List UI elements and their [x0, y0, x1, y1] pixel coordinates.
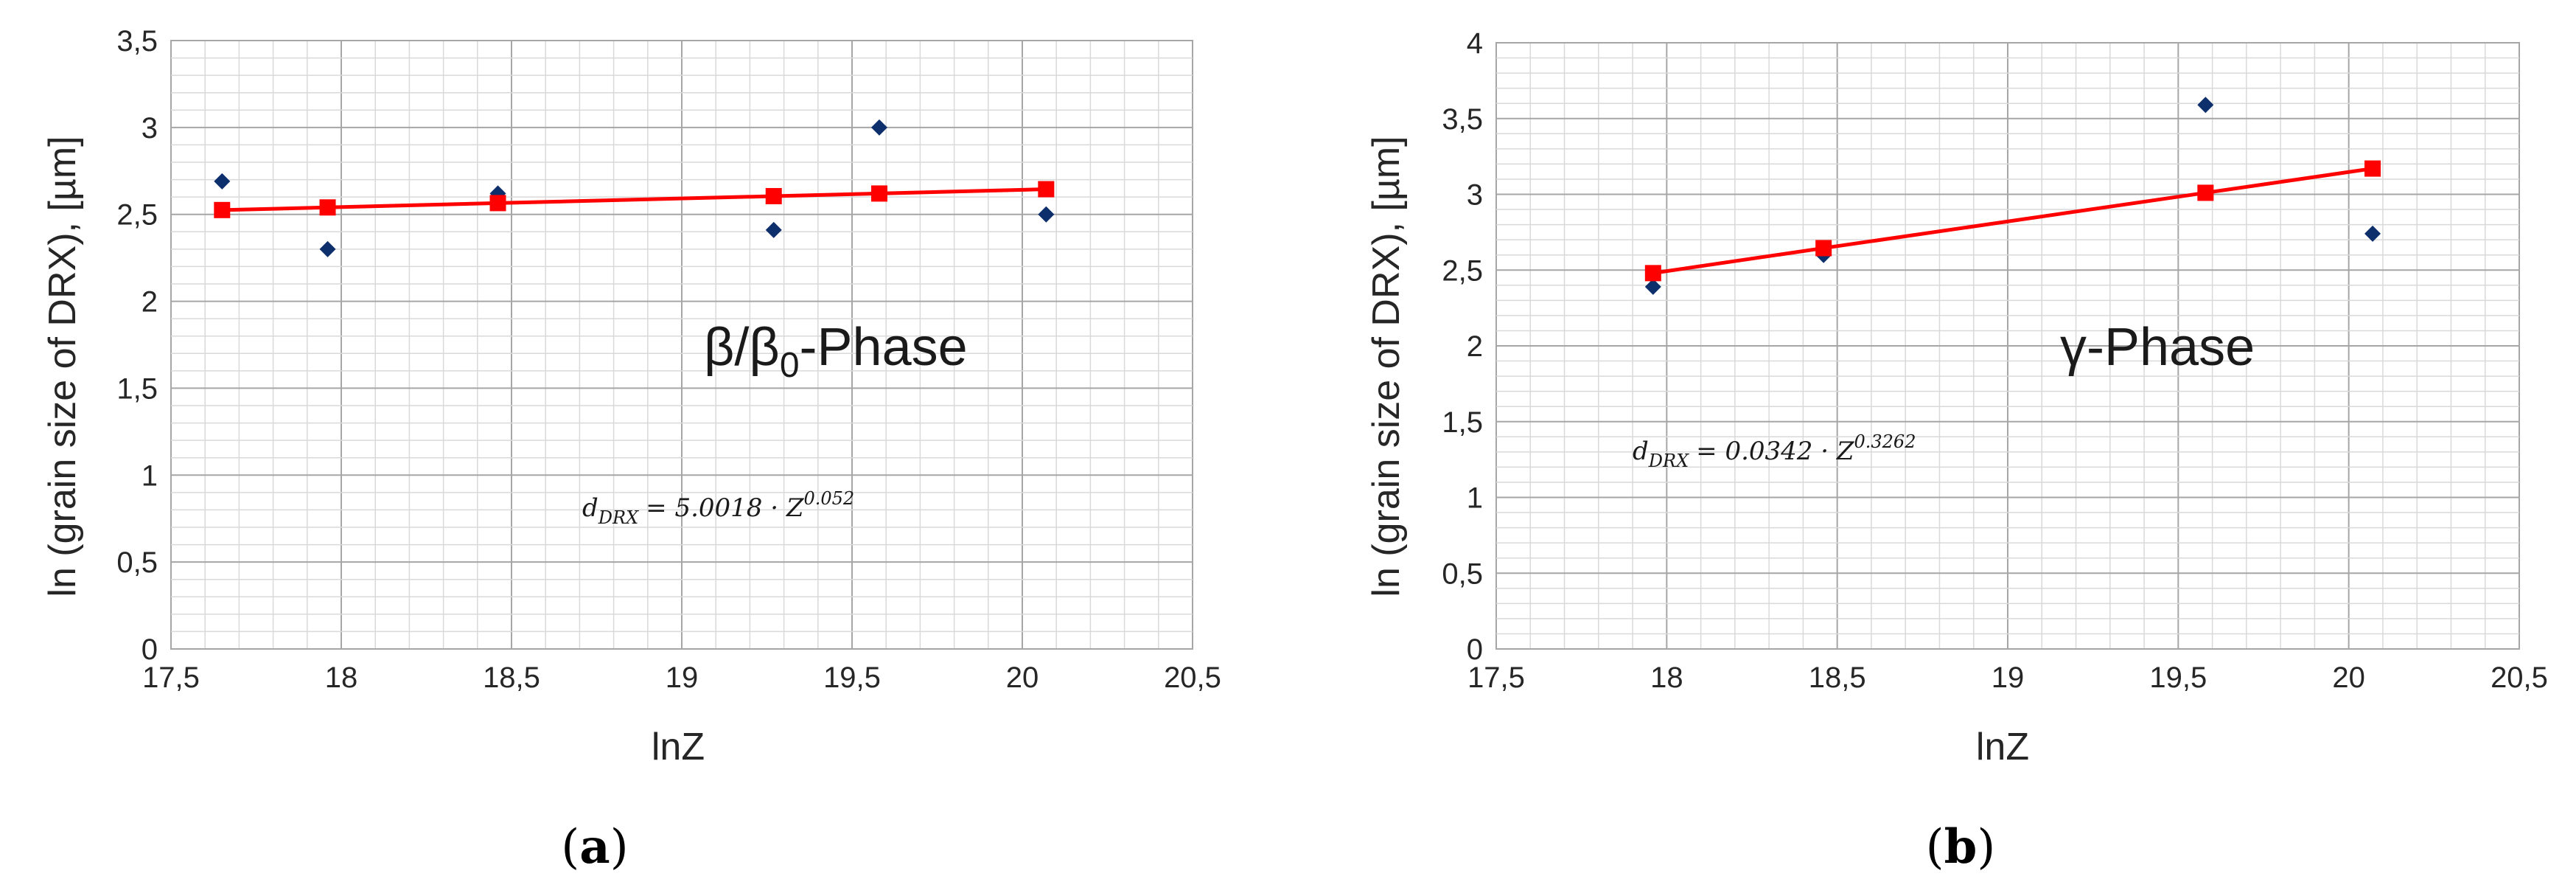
- formula-b-exponent: 0.3262: [1854, 431, 1916, 452]
- fit-point: [2364, 160, 2381, 177]
- fit-point: [765, 187, 782, 204]
- panel-label-b-letter: b: [1944, 819, 1978, 875]
- fit-point: [1815, 240, 1832, 257]
- measured-point: [214, 173, 231, 190]
- x-tick-label: 20,5: [2491, 661, 2548, 694]
- y-axis-label-b: ln (grain size of DRX), [µm]: [1365, 136, 1408, 597]
- formula-a-lhs-sub: DRX: [598, 507, 639, 528]
- chart-panel-a: 17,5 18 18,5 19 19,5 20 20,5 00,511,522,533,5 …: [41, 25, 1221, 875]
- grid-b: [1495, 42, 2520, 650]
- y-tick-labels-b: 0 0,5 1 1,5 2 2,5 3 3,5 4: [1442, 27, 1483, 666]
- fit-series-line: [222, 187, 1047, 212]
- fit-point: [214, 201, 231, 218]
- x-tick-label: 18: [325, 661, 358, 694]
- formula-a: dDRX = 5.0018 · Z0.052: [582, 488, 854, 528]
- chart-title-a-main: β/β: [704, 318, 780, 377]
- formula-a-exponent: 0.052: [803, 488, 854, 509]
- fit-line-a: [222, 187, 1047, 212]
- fit-point: [2197, 184, 2214, 201]
- fit-point: [1038, 181, 1055, 198]
- fit-series-line: [1652, 167, 2373, 275]
- y-tick-label: 3: [142, 112, 158, 145]
- fit-line-b: [1652, 167, 2373, 275]
- chart-title-a-sub: 0: [780, 346, 800, 385]
- y-tick-label: 3: [1467, 179, 1483, 212]
- x-tick-label: 17,5: [1467, 661, 1525, 694]
- y-tick-label: 1,5: [116, 372, 158, 405]
- fit-point: [870, 185, 887, 202]
- panel-label-a-letter: a: [579, 819, 610, 875]
- chart-title-a: β/β0-Phase: [704, 318, 968, 385]
- x-tick-label: 19: [1992, 661, 2025, 694]
- formula-b-lhs-sub: DRX: [1648, 451, 1689, 471]
- x-axis-label-a: lnZ: [652, 726, 705, 768]
- y-tick-label: 2,5: [1442, 254, 1483, 287]
- y-tick-label: 2: [142, 286, 158, 319]
- x-tick-label: 19,5: [823, 661, 881, 694]
- measured-point: [319, 240, 336, 257]
- y-tick-label: 0,5: [116, 546, 158, 579]
- measured-point: [1038, 206, 1055, 223]
- chart-title-b: γ-Phase: [2060, 318, 2255, 377]
- measured-point: [2197, 97, 2214, 114]
- data-marks-b: [1644, 97, 2381, 295]
- y-tick-label: 4: [1467, 27, 1483, 60]
- formula-b-lhs: d: [1633, 437, 1649, 466]
- x-tick-label: 19,5: [2149, 661, 2207, 694]
- panel-label-a: (a): [561, 819, 628, 875]
- x-tick-label: 18,5: [1809, 661, 1866, 694]
- y-tick-label: 2: [1467, 330, 1483, 363]
- y-tick-label: 1: [1467, 482, 1483, 515]
- x-tick-label: 18,5: [483, 661, 540, 694]
- x-axis-label-b: lnZ: [1976, 726, 2029, 768]
- x-tick-labels-b: 17,5 18 18,5 19 19,5 20 20,5: [1467, 661, 2548, 694]
- x-tick-label: 17,5: [142, 661, 200, 694]
- formula-b: dDRX = 0.0342 · Z0.3262: [1633, 431, 1916, 471]
- y-tick-label: 2,5: [116, 199, 158, 232]
- y-tick-label: 0: [1467, 633, 1483, 666]
- measured-point: [2364, 225, 2381, 242]
- y-tick-label: 3,5: [116, 25, 158, 58]
- chart-panel-b: 17,5 18 18,5 19 19,5 20 20,5 0 0,5 1 1,5 2 2,5 3 3,5 4…: [1365, 27, 2548, 875]
- fit-point: [319, 199, 336, 216]
- formula-a-rhs: = 5.0018 · Z: [646, 493, 805, 523]
- fit-point: [1644, 265, 1661, 282]
- x-tick-label: 20: [1006, 661, 1039, 694]
- y-tick-label: 0,5: [1442, 558, 1483, 590]
- y-tick-label: 1,5: [1442, 406, 1483, 439]
- measured-point: [870, 119, 887, 136]
- panel-label-b: (b): [1926, 819, 1996, 875]
- chart-title-a-suffix: -Phase: [800, 318, 968, 377]
- formula-b-rhs: = 0.0342 · Z: [1696, 437, 1855, 466]
- fit-point: [489, 195, 506, 212]
- measured-point: [1644, 278, 1661, 295]
- grid-a: [170, 40, 1193, 650]
- y-axis-label-a: ln (grain size of DRX), [µm]: [41, 136, 84, 597]
- x-tick-label: 19: [666, 661, 699, 694]
- measured-point: [765, 221, 782, 238]
- y-tick-label: 0: [142, 633, 158, 666]
- y-tick-label: 3,5: [1442, 103, 1483, 136]
- formula-a-lhs: d: [582, 493, 598, 523]
- y-tick-label: 1: [142, 459, 158, 492]
- x-tick-label: 18: [1650, 661, 1683, 694]
- x-tick-label: 20,5: [1164, 661, 1221, 694]
- x-tick-label: 20: [2332, 661, 2365, 694]
- data-marks-a: [214, 119, 1055, 257]
- y-tick-labels-a: 0 0,5 1 1,5 2 2,5 3 3,5: [116, 25, 158, 666]
- x-tick-labels-a: 17,5 18 18,5 19 19,5 20 20,5: [142, 661, 1221, 694]
